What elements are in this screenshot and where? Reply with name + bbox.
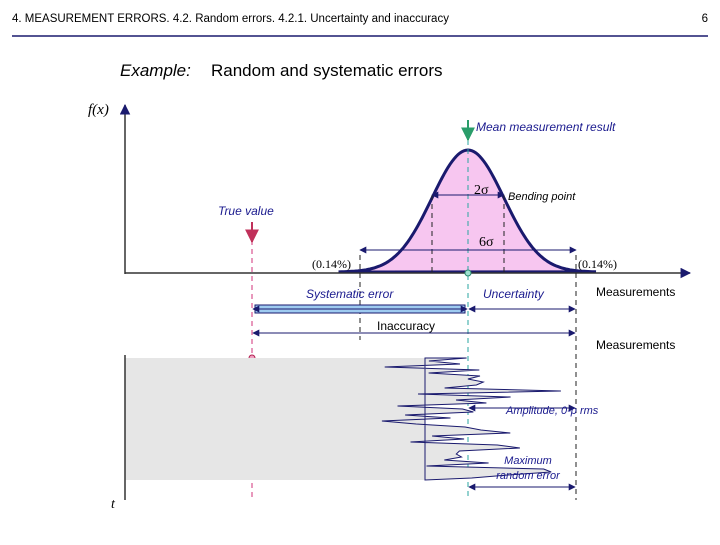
mean-dot [464, 269, 472, 277]
systematic-label: Systematic error [306, 287, 394, 301]
amplitude-label: Amplitude, 0-p rms [505, 405, 599, 417]
measurements-bottom: Measurements [596, 338, 675, 352]
bending-label: Bending point [508, 191, 576, 203]
max-error-label-1: Maximum [504, 455, 552, 467]
mean-label: Mean measurement result [476, 120, 616, 134]
noise-waveform [381, 357, 561, 481]
t-label: t [111, 497, 116, 512]
noise-background [125, 358, 425, 480]
max-error-label-2: random error [496, 470, 561, 482]
inaccuracy-label: Inaccuracy [377, 319, 435, 333]
page-number: 6 [702, 13, 708, 25]
title-prefix: Example: [120, 61, 191, 80]
six-sigma-label: 6σ [479, 235, 494, 250]
two-sigma-label: 2σ [474, 183, 489, 198]
slide-title: Random and systematic errors [211, 61, 442, 80]
measurements-top: Measurements [596, 285, 675, 299]
pct-right: (0.14%) [578, 257, 617, 271]
uncertainty-label: Uncertainty [483, 287, 545, 301]
pct-left: (0.14%) [312, 257, 351, 271]
dashed-guides [359, 195, 577, 500]
true-label: True value [218, 204, 274, 218]
header-title: 4. MEASUREMENT ERRORS. 4.2. Random error… [12, 13, 449, 25]
fx-label: f(x) [88, 102, 109, 118]
